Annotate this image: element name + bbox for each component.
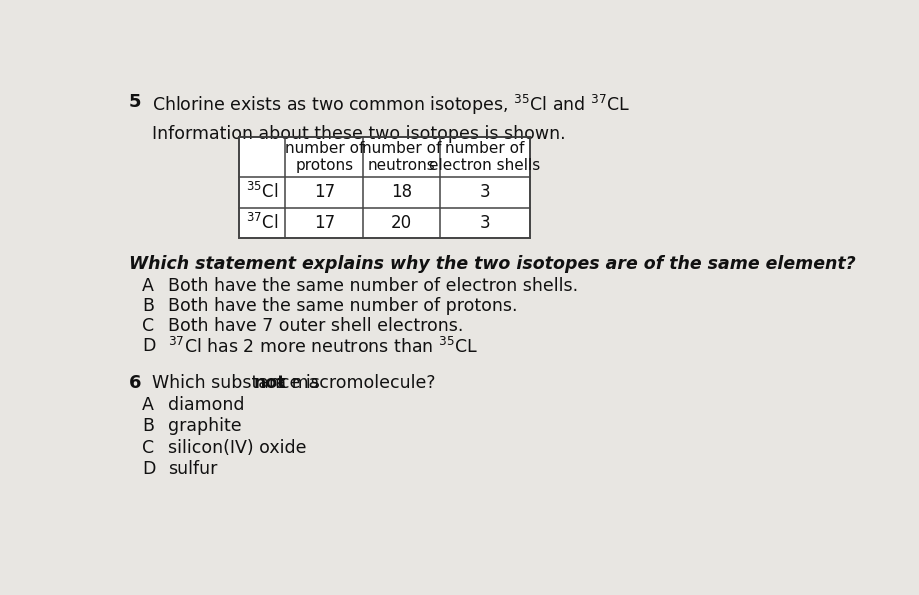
Text: Which substance is: Which substance is — [152, 374, 325, 392]
Text: 3: 3 — [479, 214, 490, 232]
Text: B: B — [142, 417, 154, 435]
Text: Information about these two isotopes is shown.: Information about these two isotopes is … — [152, 126, 565, 143]
Text: number of
electron shells: number of electron shells — [429, 140, 540, 173]
Text: 6: 6 — [129, 374, 142, 392]
Text: $^{35}$Cl: $^{35}$Cl — [246, 182, 278, 202]
Text: C: C — [142, 317, 154, 335]
Text: Both have the same number of protons.: Both have the same number of protons. — [167, 297, 516, 315]
Text: diamond: diamond — [167, 396, 244, 414]
Text: B: B — [142, 297, 154, 315]
FancyBboxPatch shape — [239, 137, 529, 239]
Text: number of
protons: number of protons — [284, 140, 364, 173]
Text: 3: 3 — [479, 183, 490, 201]
Text: number of
neutrons: number of neutrons — [362, 140, 441, 173]
Text: 20: 20 — [391, 214, 412, 232]
Text: D: D — [142, 337, 155, 355]
Text: graphite: graphite — [167, 417, 241, 435]
Text: 17: 17 — [313, 214, 335, 232]
Text: $^{37}$Cl has 2 more neutrons than $^{35}$CL: $^{37}$Cl has 2 more neutrons than $^{35… — [167, 337, 477, 357]
Text: Both have the same number of electron shells.: Both have the same number of electron sh… — [167, 277, 577, 295]
Text: silicon(IV) oxide: silicon(IV) oxide — [167, 439, 306, 457]
Text: a macromolecule?: a macromolecule? — [269, 374, 435, 392]
Text: A: A — [142, 396, 153, 414]
Text: C: C — [142, 439, 154, 457]
Text: not: not — [253, 374, 285, 392]
Text: D: D — [142, 461, 155, 478]
Text: 5: 5 — [129, 93, 142, 111]
Text: Both have 7 outer shell electrons.: Both have 7 outer shell electrons. — [167, 317, 462, 335]
Text: A: A — [142, 277, 153, 295]
Text: Which statement explains why the two isotopes are of the same element?: Which statement explains why the two iso… — [129, 255, 855, 274]
Text: 18: 18 — [391, 183, 412, 201]
Text: Chlorine exists as two common isotopes, $^{35}$Cl and $^{37}$CL: Chlorine exists as two common isotopes, … — [152, 93, 630, 117]
Text: $^{37}$Cl: $^{37}$Cl — [246, 213, 278, 233]
Text: sulfur: sulfur — [167, 461, 217, 478]
Text: 17: 17 — [313, 183, 335, 201]
